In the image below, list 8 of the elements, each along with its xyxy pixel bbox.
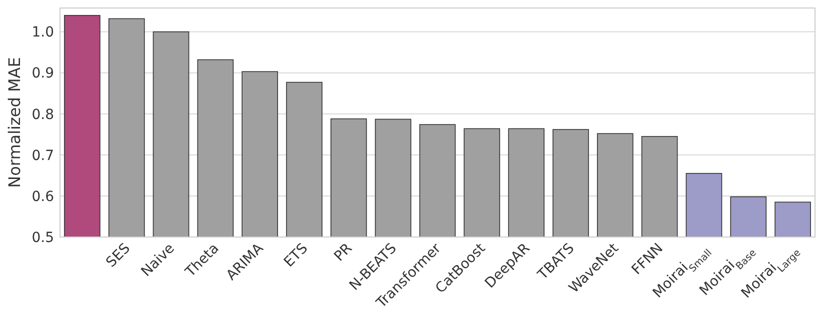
y-tick-label: 0.8	[32, 106, 54, 123]
y-tick-label: 1.0	[32, 24, 54, 41]
y-tick-label: 0.7	[32, 148, 54, 164]
y-tick-label: 0.9	[32, 66, 54, 82]
x-tick-label: ETS	[281, 240, 312, 270]
y-tick-label: 0.5	[32, 230, 54, 246]
y-tick-label: 0.6	[32, 188, 54, 205]
y-axis-title: Normalized MAE	[5, 57, 24, 188]
